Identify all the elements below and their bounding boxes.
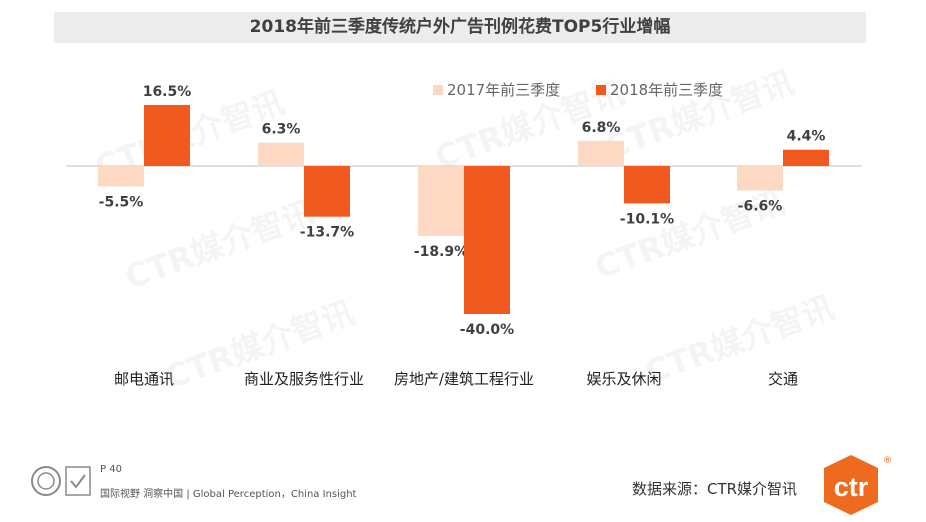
data-label-2018-3: -10.1% [620,211,674,227]
page-number: P 40 [100,464,122,475]
category-label-0: 邮电通讯 [114,370,174,388]
data-label-2017-2: -18.9% [414,244,468,260]
bar-2017-4 [737,166,783,191]
logo-text: ctr [834,472,869,502]
data-label-2018-0: 16.5% [143,84,192,100]
data-source: 数据来源：CTR媒介智讯 [632,480,798,498]
data-label-2018-4: 4.4% [787,129,826,145]
category-label-1: 商业及服务性行业 [244,370,364,388]
legend-label-1: 2018年前三季度 [610,81,723,99]
chart-title: 2018年前三季度传统户外广告刊例花费TOP5行业增幅 [249,17,671,37]
title-bar: 2018年前三季度传统户外广告刊例花费TOP5行业增幅 [54,12,866,43]
data-label-2018-2: -40.0% [460,322,514,338]
category-label-4: 交通 [768,370,798,388]
bar-2018-4 [783,149,829,166]
category-label-3: 娱乐及休闲 [586,370,661,388]
data-label-2018-1: -13.7% [300,225,354,241]
data-label-2017-3: 6.8% [582,120,621,136]
registered-mark-icon: ® [883,456,892,466]
bar-2018-0 [144,104,190,166]
legend-swatch-1 [596,85,606,95]
ctr-logo: ctr [824,455,878,515]
bar-2017-2 [418,166,464,236]
data-label-2017-4: -6.6% [738,198,783,214]
certification-badge [31,466,91,496]
bar-2018-3 [624,166,670,204]
data-label-2017-0: -5.5% [99,194,144,210]
legend-label-0: 2017年前三季度 [447,81,560,99]
data-label-2017-1: 6.3% [262,122,301,138]
bar-2018-2 [464,166,510,314]
footer-slogan: 国际视野 洞察中国 | Global Perception，China Insi… [100,489,357,500]
bar-2018-1 [304,166,350,217]
bar-2017-1 [258,142,304,166]
legend-swatch-0 [433,85,443,95]
category-label-2: 房地产/建筑工程行业 [394,370,534,388]
bar-2017-3 [578,140,624,166]
bar-2017-0 [98,166,144,187]
